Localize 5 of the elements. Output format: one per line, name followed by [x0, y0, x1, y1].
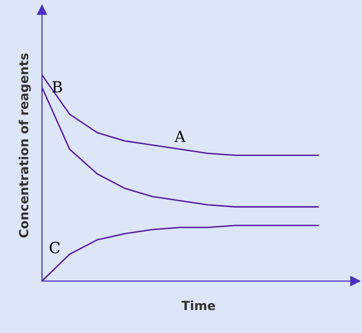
y-axis-title: Concentration of reagents: [18, 53, 31, 238]
series-label: A: [174, 130, 186, 142]
series-label: B: [52, 81, 62, 92]
x-axis-title: Time: [181, 300, 216, 310]
series-label: C: [50, 242, 60, 254]
